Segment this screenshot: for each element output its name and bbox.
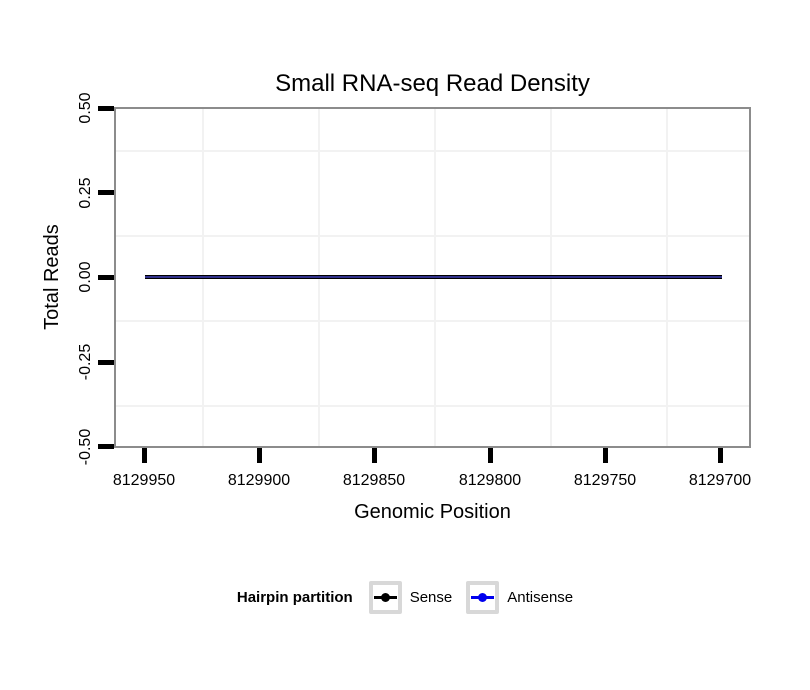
- x-axis-tick: [718, 448, 723, 463]
- legend-key-antisense: [466, 580, 500, 614]
- horizontal-gridline: [116, 320, 749, 322]
- y-tick-label: 0.25: [77, 177, 94, 209]
- sense-point-icon: [380, 592, 390, 602]
- legend-label-antisense: Antisense: [507, 588, 574, 606]
- antisense-point-icon: [478, 592, 488, 602]
- y-tick-label: -0.50: [77, 428, 94, 466]
- x-axis-tick: [603, 448, 608, 463]
- x-tick-label: 8129850: [342, 472, 406, 489]
- x-axis-tick: [488, 448, 493, 463]
- series-line-sense: [145, 275, 722, 279]
- x-tick-label: 8129700: [688, 472, 752, 489]
- y-axis-title: Total Reads: [41, 224, 63, 330]
- y-axis-tick: [98, 444, 114, 449]
- horizontal-gridline: [116, 405, 749, 407]
- y-tick-label: 0.00: [77, 261, 94, 293]
- x-axis-title: Genomic Position: [354, 501, 511, 523]
- chart-title: Small RNA-seq Read Density: [275, 70, 590, 97]
- horizontal-gridline: [116, 150, 749, 152]
- legend-key-sense: [368, 580, 402, 614]
- y-tick-label: 0.50: [77, 92, 94, 124]
- x-tick-label: 8129900: [227, 472, 291, 489]
- y-axis-tick: [98, 106, 114, 111]
- x-tick-label: 8129800: [458, 472, 522, 489]
- x-axis-tick: [142, 448, 147, 463]
- x-axis-tick: [257, 448, 262, 463]
- legend-title: Hairpin partition: [236, 588, 353, 606]
- y-axis-tick: [98, 275, 114, 280]
- x-tick-label: 8129750: [573, 472, 637, 489]
- x-tick-label: 8129950: [112, 472, 176, 489]
- y-axis-tick: [98, 190, 114, 195]
- plot-panel: [114, 107, 751, 448]
- x-axis-tick: [372, 448, 377, 463]
- horizontal-gridline: [116, 235, 749, 237]
- legend: Hairpin partition Sense Antisense: [0, 579, 810, 615]
- y-axis-tick: [98, 360, 114, 365]
- series-line-antisense: [145, 276, 722, 278]
- legend-label-sense: Sense: [409, 588, 453, 606]
- y-tick-label: -0.25: [77, 343, 94, 381]
